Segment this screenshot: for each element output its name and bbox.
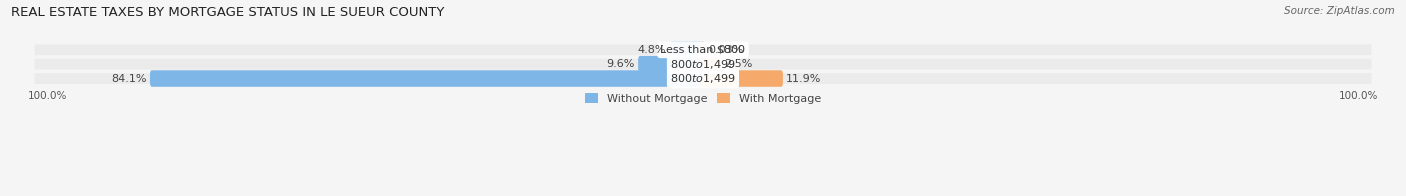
FancyBboxPatch shape — [35, 73, 1371, 84]
Text: 84.1%: 84.1% — [111, 74, 146, 83]
Text: 4.8%: 4.8% — [638, 45, 666, 55]
Text: 9.6%: 9.6% — [606, 59, 636, 69]
FancyBboxPatch shape — [669, 42, 704, 58]
FancyBboxPatch shape — [702, 56, 721, 73]
Text: $800 to $1,499: $800 to $1,499 — [671, 72, 735, 85]
Text: REAL ESTATE TAXES BY MORTGAGE STATUS IN LE SUEUR COUNTY: REAL ESTATE TAXES BY MORTGAGE STATUS IN … — [11, 6, 444, 19]
Text: 0.03%: 0.03% — [709, 45, 744, 55]
Legend: Without Mortgage, With Mortgage: Without Mortgage, With Mortgage — [581, 89, 825, 108]
Text: $800 to $1,499: $800 to $1,499 — [671, 58, 735, 71]
FancyBboxPatch shape — [702, 42, 706, 58]
Text: Source: ZipAtlas.com: Source: ZipAtlas.com — [1284, 6, 1395, 16]
Text: Less than $800: Less than $800 — [661, 45, 745, 55]
FancyBboxPatch shape — [638, 56, 704, 73]
FancyBboxPatch shape — [702, 70, 783, 87]
Text: 2.5%: 2.5% — [724, 59, 754, 69]
FancyBboxPatch shape — [35, 44, 1371, 55]
FancyBboxPatch shape — [150, 70, 704, 87]
Text: 11.9%: 11.9% — [786, 74, 821, 83]
FancyBboxPatch shape — [35, 59, 1371, 70]
